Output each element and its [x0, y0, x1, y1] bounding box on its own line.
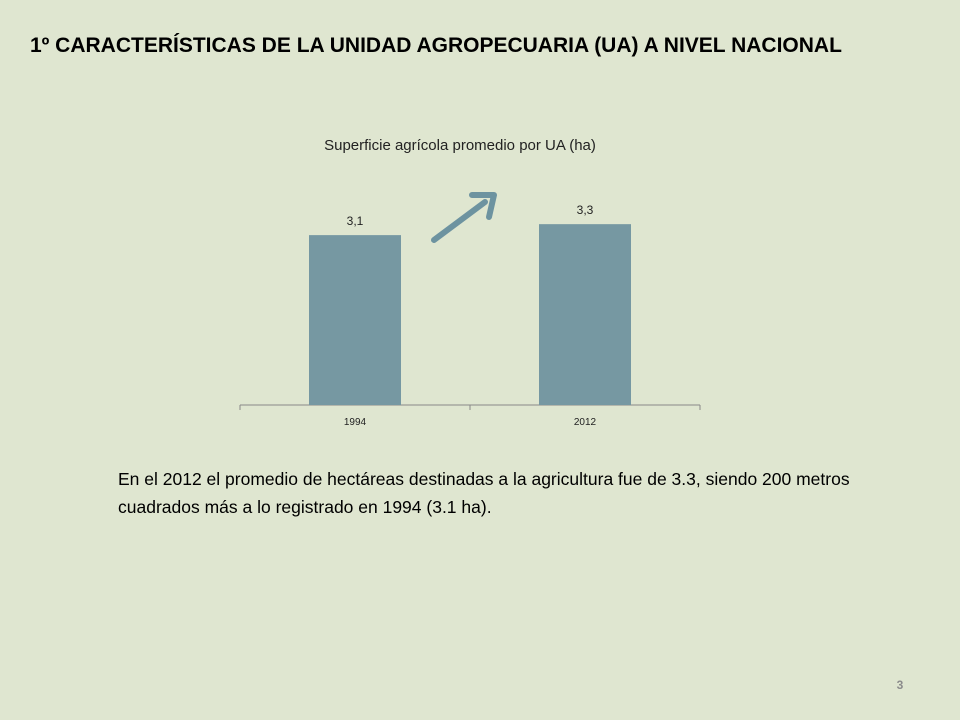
data-label-2012: 3,3 [577, 203, 594, 217]
chart-title: Superficie agrícola promedio por UA (ha) [324, 137, 596, 154]
x-tick-label-1994: 1994 [344, 417, 367, 428]
page-title: 1º CARACTERÍSTICAS DE LA UNIDAD AGROPECU… [30, 34, 842, 57]
data-label-1994: 3,1 [347, 214, 364, 228]
page-number: 3 [896, 678, 904, 692]
up-arrow-icon [431, 192, 497, 243]
bar-2012 [539, 224, 631, 405]
summary-text: En el 2012 el promedio de hectáreas dest… [118, 469, 850, 517]
x-tick-label-2012: 2012 [574, 417, 597, 428]
bar-1994 [309, 235, 401, 405]
